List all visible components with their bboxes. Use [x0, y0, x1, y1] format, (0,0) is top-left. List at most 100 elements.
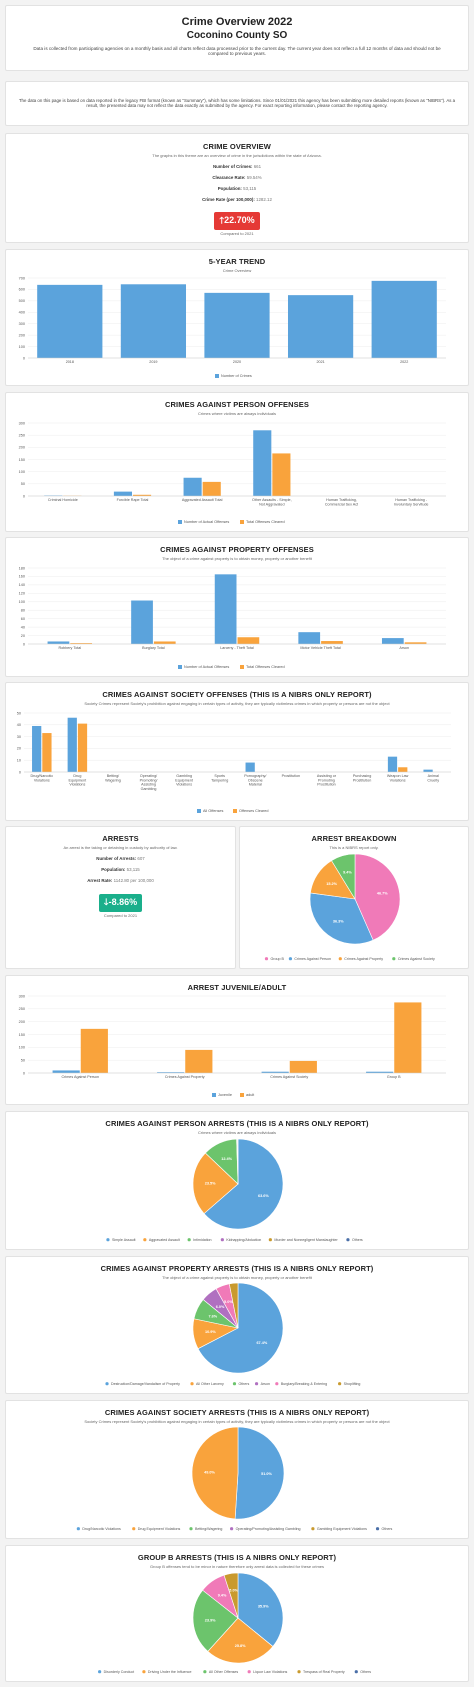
- property-arrests-title: CRIMES AGAINST PROPERTY ARRESTS (THIS IS…: [100, 1264, 374, 1273]
- legend-label-drug-narcotic-violations: Drug/Narcotic Violations: [82, 1527, 121, 1531]
- y-tick-label: 50: [21, 1058, 25, 1062]
- pie-data-label: 10.9%: [205, 1330, 216, 1334]
- person-offenses-subtitle: Crimes where victims are always individu…: [197, 411, 277, 416]
- bar-juvenile-group-b: [366, 1071, 394, 1073]
- bar-all-offenses-weapon-law-violations: [387, 756, 398, 772]
- bar-number-of-actual-offenses-burglary-total: [131, 600, 153, 644]
- legend-swatch: [190, 1382, 194, 1386]
- y-tick-label: 100: [19, 600, 25, 604]
- bar-number-of-actual-offenses-forcible-rape-total: [113, 491, 132, 496]
- legend-swatch: [338, 1382, 342, 1386]
- legend-swatch: [240, 1093, 244, 1097]
- pie-slice-disorderly-conduct: [237, 1572, 284, 1647]
- legend-swatch: [142, 1670, 146, 1674]
- pie-data-label: 49.0%: [204, 1470, 215, 1474]
- bar-all-offenses-pornography-obscene-material: [245, 762, 255, 772]
- juvenile-adult-title: ARREST JUVENILE/ADULT: [187, 983, 287, 992]
- summary-note: The data on this page is based on data r…: [18, 98, 456, 108]
- person-offenses-title: CRIMES AGAINST PERSON OFFENSES: [165, 400, 309, 409]
- person-offenses-card: CRIMES AGAINST PERSON OFFENSES Crimes wh…: [5, 392, 469, 532]
- x-tick-label: Weapon Law: [387, 774, 409, 778]
- society-arrests-subtitle: Society Crimes represent Society's prohi…: [84, 1419, 390, 1424]
- property-offenses-card: CRIMES AGAINST PROPERTY OFFENSES The obj…: [5, 537, 469, 677]
- legend-swatch: [392, 957, 396, 961]
- x-tick-label: Criminal Homicide: [48, 498, 78, 502]
- x-tick-label: 2018: [66, 360, 74, 364]
- pie-data-label: 23.9%: [205, 1619, 216, 1623]
- arrests-card: ARRESTS An arrest is the taking or detai…: [5, 826, 236, 969]
- x-tick-label: Operating/: [140, 774, 158, 778]
- bar-total-offenses-cleared-aggravated-assault-total: [202, 481, 221, 496]
- x-tick-label: Crimes Against Person: [61, 1075, 99, 1079]
- juvenile-adult-chart: 0 50 100 150 200 250 300 Crimes Against Person C…: [19, 994, 446, 1097]
- pie-data-label: 5.0%: [229, 1589, 238, 1593]
- y-tick-label: 0: [19, 770, 21, 774]
- pie-slice-all-other-offenses: [192, 1589, 239, 1652]
- page-title: Crime Overview 2022: [181, 16, 293, 28]
- bar-total-offenses-cleared-burglary-total: [153, 641, 176, 644]
- legend-label-crimes-against-society: Crimes Against Society: [398, 957, 435, 961]
- legend-label-all-other-larceny: All Other Larceny: [196, 1382, 224, 1386]
- x-tick-label: Crimes Against Society: [270, 1075, 308, 1079]
- bar-total-offenses-cleared-motor-vehicle-theft-total: [321, 641, 343, 644]
- legend-label-burglary-breaking-entering: Burglary/Breaking & Entering: [281, 1382, 327, 1386]
- crime-change-badge: 🡑22.70%: [214, 212, 260, 230]
- person-arrests-chart: 63.6% 23.5% 12.4% Simple Assault Aggravated …: [106, 1138, 363, 1242]
- bar-offenses-cleared-weapon-law-violations: [398, 767, 408, 772]
- y-tick-label: 400: [19, 311, 25, 315]
- pie-data-label: 9.4%: [218, 1593, 227, 1597]
- arrest-breakdown-chart: 46.7% 36.3% 15.2% 9.4% Group B Crimes Against…: [264, 853, 435, 961]
- pie-data-label: 12.4%: [221, 1157, 232, 1161]
- x-tick-label: Crimes Against Property: [165, 1075, 205, 1079]
- y-tick-label: 40: [17, 723, 21, 727]
- legend-swatch: [189, 1527, 193, 1531]
- legend-label-adult: adult: [246, 1093, 255, 1097]
- legend-label-shoplifting: Shoplifting: [344, 1382, 361, 1386]
- legend-swatch: [240, 520, 244, 524]
- arrest-breakdown-subtitle: This is a NIBRS report only.: [329, 845, 379, 850]
- x-tick-label: Equipment: [69, 778, 87, 782]
- legend-swatch: [215, 374, 219, 378]
- legend-label-disorderly-conduct: Disorderly Conduct: [104, 1670, 135, 1674]
- legend-label-all-other-offenses: All Other Offenses: [209, 1670, 238, 1674]
- legend-swatch: [105, 1382, 109, 1386]
- x-tick-label: Arson: [399, 646, 409, 650]
- x-tick-label: Equipment: [175, 778, 193, 782]
- trend-chart: 0 100 200 300 400 500 600 700 2018 2019 2020 2021 20…: [19, 276, 446, 378]
- y-tick-label: 30: [17, 735, 21, 739]
- legend-swatch: [264, 957, 269, 961]
- society-arrests-card: CRIMES AGAINST SOCIETY ARRESTS (THIS IS …: [5, 1400, 469, 1539]
- x-tick-label: Cruelty: [427, 778, 439, 782]
- legend-swatch: [240, 665, 244, 669]
- y-tick-label: 50: [17, 711, 21, 715]
- x-tick-label: Burglary Total: [142, 646, 165, 650]
- bar-number-of-crimes-2022: [371, 280, 437, 358]
- pie-data-label: 5.0%: [224, 1300, 233, 1304]
- pie-data-label: 36.3%: [333, 920, 344, 924]
- legend-swatch: [247, 1670, 251, 1674]
- legend-label-offenses-cleared: Offenses Cleared: [239, 809, 268, 813]
- pie-slice-destruction-damage-vandalism-of-property: [197, 1282, 284, 1374]
- person-arrests-title: CRIMES AGAINST PERSON ARRESTS (THIS IS A…: [105, 1119, 369, 1128]
- bar-number-of-actual-offenses-motor-vehicle-theft-total: [298, 632, 321, 644]
- bar-number-of-actual-offenses-robbery-total: [47, 641, 70, 644]
- arrest-rate: Arrest Rate: 1142.80 per 100,000: [87, 878, 154, 883]
- number-of-arrests: Number of Arrests: 607: [96, 856, 145, 861]
- y-tick-label: 80: [21, 609, 25, 613]
- legend-swatch: [297, 1670, 301, 1674]
- y-tick-label: 500: [19, 299, 25, 303]
- legend-swatch: [288, 957, 293, 961]
- property-arrests-subtitle: The object of a crime against property i…: [162, 1275, 312, 1280]
- legend-label-driving-under-the-influence: Driving Under the Influence: [148, 1670, 192, 1674]
- pie-slice-crimes-against-person: [309, 892, 374, 945]
- pie-data-label: 35.9%: [258, 1604, 269, 1608]
- y-tick-label: 300: [19, 994, 25, 998]
- y-tick-label: 200: [19, 1020, 25, 1024]
- legend-swatch: [203, 1670, 207, 1674]
- x-tick-label: Larceny - Theft Total: [220, 646, 254, 650]
- property-arrests-card: CRIMES AGAINST PROPERTY ARRESTS (THIS IS…: [5, 1256, 469, 1394]
- y-tick-label: 10: [17, 759, 21, 763]
- bar-all-offenses-drug-narcotic-violations: [32, 725, 42, 772]
- bar-number-of-crimes-2021: [287, 295, 354, 358]
- legend-swatch: [76, 1527, 80, 1531]
